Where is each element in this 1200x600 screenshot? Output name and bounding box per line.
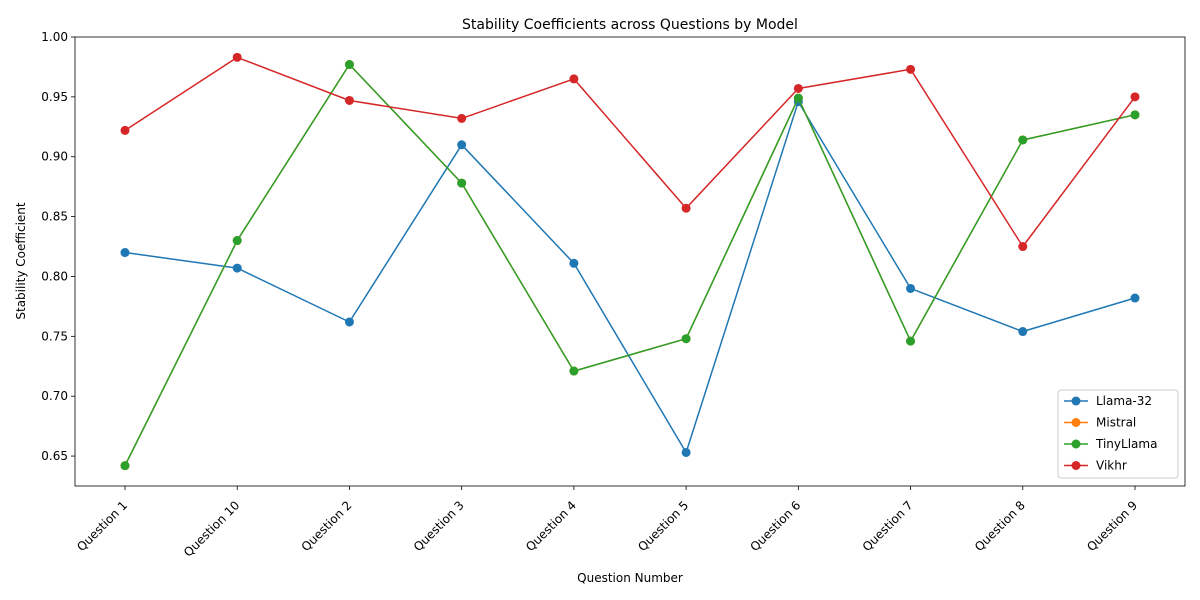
- legend-swatch-marker: [1071, 439, 1081, 449]
- data-point: [681, 203, 691, 213]
- legend-label: Mistral: [1096, 416, 1136, 430]
- y-tick-label: 0.85: [41, 210, 68, 224]
- data-point: [681, 334, 691, 344]
- data-point: [457, 178, 467, 188]
- y-tick-label: 0.70: [41, 389, 68, 403]
- series-line: [124, 56, 1136, 248]
- legend-label: Vikhr: [1096, 459, 1127, 473]
- data-point: [1018, 327, 1028, 337]
- chart-title: Stability Coefficients across Questions …: [462, 17, 798, 33]
- data-point: [793, 93, 803, 103]
- y-tick-label: 0.80: [41, 269, 68, 283]
- y-tick-label: 0.75: [41, 329, 68, 343]
- legend-box: [1057, 389, 1179, 479]
- data-point: [906, 64, 916, 74]
- x-axis-title: Question Number: [577, 571, 683, 585]
- series-tinyllama: [120, 60, 1140, 471]
- data-point: [906, 336, 916, 346]
- data-point: [569, 258, 579, 268]
- data-point: [344, 95, 354, 105]
- data-point: [120, 461, 130, 471]
- y-axis-title: Stability Coefficient: [14, 202, 28, 320]
- y-tick-label: 0.95: [41, 90, 68, 104]
- y-tick-label: 0.65: [41, 449, 68, 463]
- data-point: [457, 113, 467, 123]
- data-point: [344, 60, 354, 70]
- y-tick-label: 0.90: [41, 150, 68, 164]
- series-vikhr: [120, 52, 1140, 252]
- plot-frame: [74, 36, 1186, 487]
- legend-swatch-marker: [1071, 418, 1081, 427]
- legend-swatch-marker: [1071, 461, 1081, 470]
- series-line: [124, 63, 1136, 466]
- data-point: [569, 366, 579, 376]
- data-point: [1130, 293, 1140, 303]
- data-point: [1130, 110, 1140, 120]
- legend-swatch-marker: [1071, 396, 1081, 406]
- data-point: [1018, 242, 1028, 252]
- legend-label: Llama-32: [1096, 394, 1152, 408]
- data-point: [120, 248, 130, 258]
- data-point: [1018, 135, 1028, 145]
- y-tick-label: 1.00: [41, 30, 68, 44]
- data-point: [457, 140, 467, 150]
- data-point: [120, 125, 130, 135]
- data-point: [232, 52, 242, 62]
- data-point: [232, 236, 242, 246]
- data-point: [344, 317, 354, 327]
- data-point: [906, 283, 916, 293]
- data-point: [793, 83, 803, 93]
- legend: Llama-32 Mistral TinyLlama Vikhr: [1057, 389, 1179, 479]
- series-line: [124, 100, 1136, 454]
- data-point: [232, 263, 242, 273]
- data-point: [681, 447, 691, 457]
- data-point: [569, 74, 579, 84]
- legend-label: TinyLlama: [1095, 437, 1157, 451]
- data-point: [1130, 92, 1140, 102]
